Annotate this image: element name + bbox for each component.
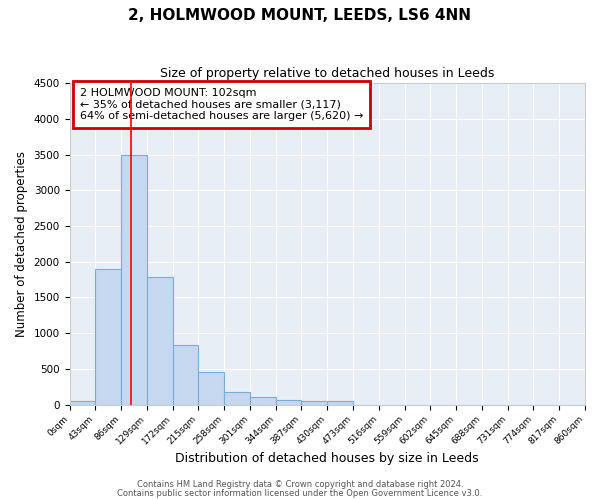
Text: Contains HM Land Registry data © Crown copyright and database right 2024.: Contains HM Land Registry data © Crown c…	[137, 480, 463, 489]
Y-axis label: Number of detached properties: Number of detached properties	[15, 151, 28, 337]
Bar	[250, 398, 276, 404]
Bar	[147, 278, 173, 404]
Title: Size of property relative to detached houses in Leeds: Size of property relative to detached ho…	[160, 68, 494, 80]
Bar	[301, 400, 327, 404]
Bar	[276, 400, 301, 404]
Bar	[70, 401, 95, 404]
Text: 2, HOLMWOOD MOUNT, LEEDS, LS6 4NN: 2, HOLMWOOD MOUNT, LEEDS, LS6 4NN	[128, 8, 472, 22]
Bar	[224, 392, 250, 404]
X-axis label: Distribution of detached houses by size in Leeds: Distribution of detached houses by size …	[175, 452, 479, 465]
Bar	[95, 269, 121, 404]
Bar	[327, 400, 353, 404]
Text: 2 HOLMWOOD MOUNT: 102sqm
← 35% of detached houses are smaller (3,117)
64% of sem: 2 HOLMWOOD MOUNT: 102sqm ← 35% of detach…	[80, 88, 363, 121]
Bar	[173, 344, 199, 405]
Text: Contains public sector information licensed under the Open Government Licence v3: Contains public sector information licen…	[118, 488, 482, 498]
Bar	[121, 154, 147, 404]
Bar	[199, 372, 224, 404]
